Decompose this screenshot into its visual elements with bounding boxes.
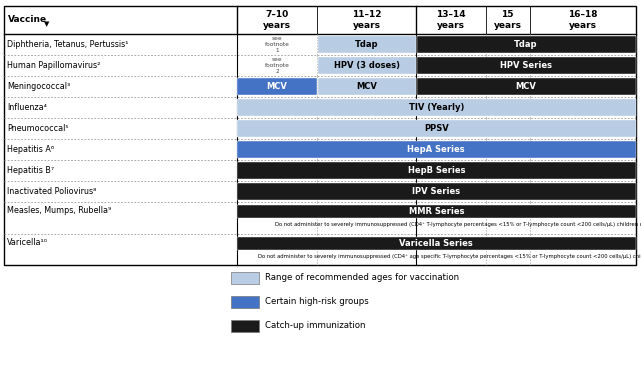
Bar <box>237 78 317 95</box>
Text: Pneumococcal⁵: Pneumococcal⁵ <box>7 124 69 133</box>
Text: Varicella Series: Varicella Series <box>399 239 473 248</box>
Text: Meningococcal³: Meningococcal³ <box>7 82 71 91</box>
Text: 7–10
years: 7–10 years <box>263 10 291 30</box>
Text: Varicella¹⁰: Varicella¹⁰ <box>7 238 48 247</box>
Text: Vaccine: Vaccine <box>8 15 47 24</box>
Text: TIV (Yearly): TIV (Yearly) <box>408 103 464 112</box>
Bar <box>231 272 259 284</box>
Text: HepA Series: HepA Series <box>408 145 465 154</box>
Bar <box>318 36 415 53</box>
Bar <box>237 237 635 250</box>
Text: HepB Series: HepB Series <box>408 166 465 175</box>
Bar <box>4 6 636 265</box>
Text: HPV Series: HPV Series <box>500 61 552 70</box>
Bar <box>417 78 635 95</box>
Text: HPV (3 doses): HPV (3 doses) <box>334 61 400 70</box>
Bar <box>417 57 635 74</box>
Text: MCV: MCV <box>356 82 377 91</box>
Text: Measles, Mumps, Rubella⁹: Measles, Mumps, Rubella⁹ <box>7 206 112 215</box>
Text: Hepatitis B⁷: Hepatitis B⁷ <box>7 166 54 175</box>
Text: Range of recommended ages for vaccination: Range of recommended ages for vaccinatio… <box>265 273 459 283</box>
Text: Hepatitis A⁶: Hepatitis A⁶ <box>7 145 54 154</box>
Text: Human Papillomavirus²: Human Papillomavirus² <box>7 61 101 70</box>
Text: 13–14
years: 13–14 years <box>436 10 465 30</box>
Text: Do not administer to severely immunosuppressed (CD4⁺ age specific T-lymphocyte p: Do not administer to severely immunosupp… <box>258 254 641 259</box>
Text: MMR Series: MMR Series <box>408 207 464 216</box>
Bar <box>237 183 635 200</box>
Text: see
footnote
2: see footnote 2 <box>265 57 290 74</box>
Bar <box>237 141 635 158</box>
Text: Diphtheria, Tetanus, Pertussis¹: Diphtheria, Tetanus, Pertussis¹ <box>7 40 128 49</box>
Bar <box>237 99 635 116</box>
Bar <box>318 57 415 74</box>
Text: Tdap: Tdap <box>355 40 379 49</box>
Bar <box>231 320 259 332</box>
Text: MCV: MCV <box>515 82 537 91</box>
Bar <box>237 205 635 218</box>
Bar <box>231 296 259 308</box>
Text: 15
years: 15 years <box>494 10 522 30</box>
Bar <box>237 120 635 137</box>
Text: 16–18
years: 16–18 years <box>568 10 597 30</box>
Bar <box>417 36 635 53</box>
Text: Tdap: Tdap <box>514 40 538 49</box>
Bar <box>318 78 415 95</box>
Text: Certain high-risk groups: Certain high-risk groups <box>265 297 369 307</box>
Text: 11–12
years: 11–12 years <box>352 10 381 30</box>
Bar <box>237 162 635 179</box>
Text: Do not administer to severely immunosuppressed (CD4⁺ T-lymphocyte percentages <1: Do not administer to severely immunosupp… <box>275 222 641 227</box>
Text: Catch-up immunization: Catch-up immunization <box>265 321 365 331</box>
Text: ▼: ▼ <box>44 21 49 27</box>
Text: see
footnote
1: see footnote 1 <box>265 36 290 53</box>
Text: PPSV: PPSV <box>424 124 449 133</box>
Text: IPV Series: IPV Series <box>412 187 460 196</box>
Text: Influenza⁴: Influenza⁴ <box>7 103 47 112</box>
Text: MCV: MCV <box>267 82 287 91</box>
Text: Inactivated Poliovirus⁸: Inactivated Poliovirus⁸ <box>7 187 96 196</box>
